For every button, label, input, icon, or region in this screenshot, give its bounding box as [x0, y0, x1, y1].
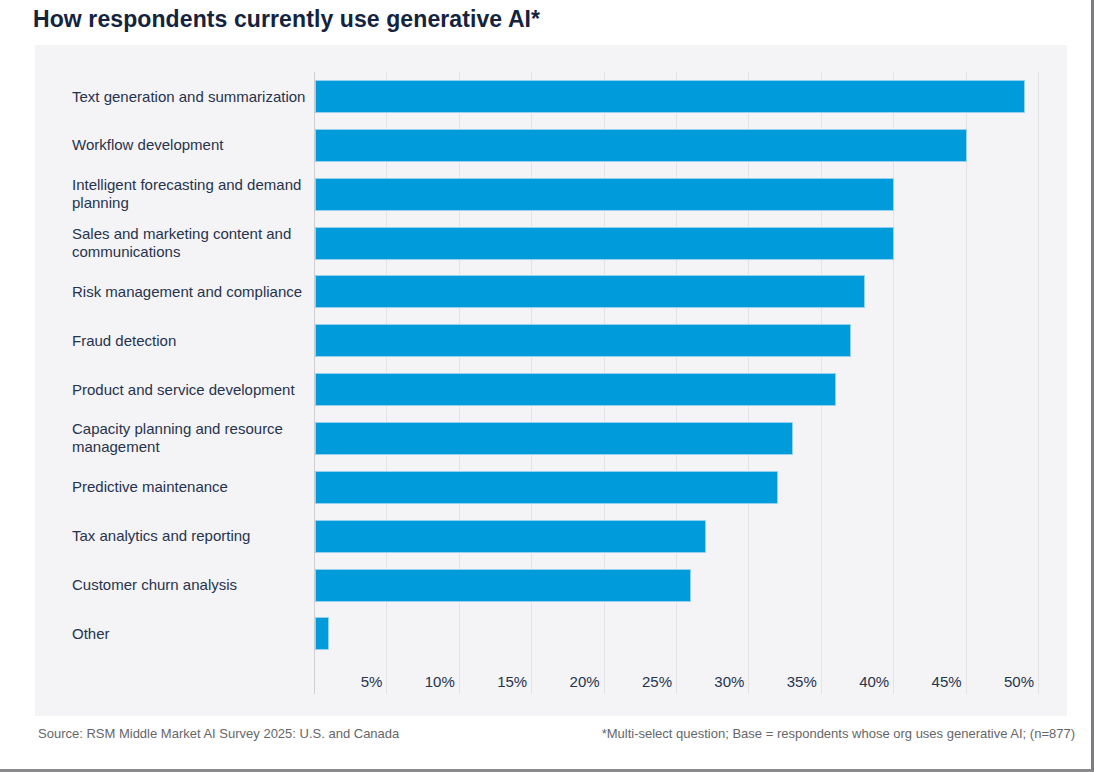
- category-label: Predictive maintenance: [72, 463, 312, 511]
- bar: [315, 569, 691, 602]
- category-label: Risk management and compliance: [72, 268, 312, 316]
- x-tick-label: 10%: [379, 673, 455, 690]
- category-label: Customer churn analysis: [72, 561, 312, 609]
- category-label: Intelligent forecasting and demand plann…: [72, 170, 312, 218]
- category-label: Product and service development: [72, 366, 312, 414]
- bar: [315, 178, 894, 211]
- chart-panel: Text generation and summarizationWorkflo…: [35, 45, 1067, 716]
- category-label: Sales and marketing content and communic…: [72, 219, 312, 267]
- gridline: [1038, 72, 1039, 694]
- source-note: Source: RSM Middle Market AI Survey 2025…: [38, 726, 399, 741]
- x-tick-label: 5%: [306, 673, 382, 690]
- bar: [315, 275, 865, 308]
- bar: [315, 471, 778, 504]
- bar: [315, 373, 836, 406]
- gridline: [893, 72, 894, 694]
- gridline: [966, 72, 967, 694]
- category-label: Capacity planning and resource managemen…: [72, 414, 312, 462]
- x-tick-label: 30%: [668, 673, 744, 690]
- x-tick-label: 45%: [886, 673, 962, 690]
- x-tick-label: 20%: [524, 673, 600, 690]
- x-tick-label: 25%: [596, 673, 672, 690]
- chart-title: How respondents currently use generative…: [33, 6, 540, 33]
- category-label: Text generation and summarization: [72, 73, 312, 121]
- bar: [315, 520, 706, 553]
- bar: [315, 80, 1025, 113]
- bar: [315, 129, 967, 162]
- chart-card: How respondents currently use generative…: [0, 0, 1094, 772]
- category-label: Tax analytics and reporting: [72, 512, 312, 560]
- category-label: Workflow development: [72, 121, 312, 169]
- category-label: Other: [72, 610, 312, 658]
- x-tick-label: 50%: [958, 673, 1034, 690]
- x-tick-label: 35%: [741, 673, 817, 690]
- bar: [315, 324, 851, 357]
- bar: [315, 617, 329, 650]
- bar: [315, 227, 894, 260]
- category-label: Fraud detection: [72, 317, 312, 365]
- x-tick-label: 15%: [451, 673, 527, 690]
- bar: [315, 422, 793, 455]
- footnote: *Multi-select question; Base = responden…: [602, 726, 1075, 741]
- x-tick-label: 40%: [813, 673, 889, 690]
